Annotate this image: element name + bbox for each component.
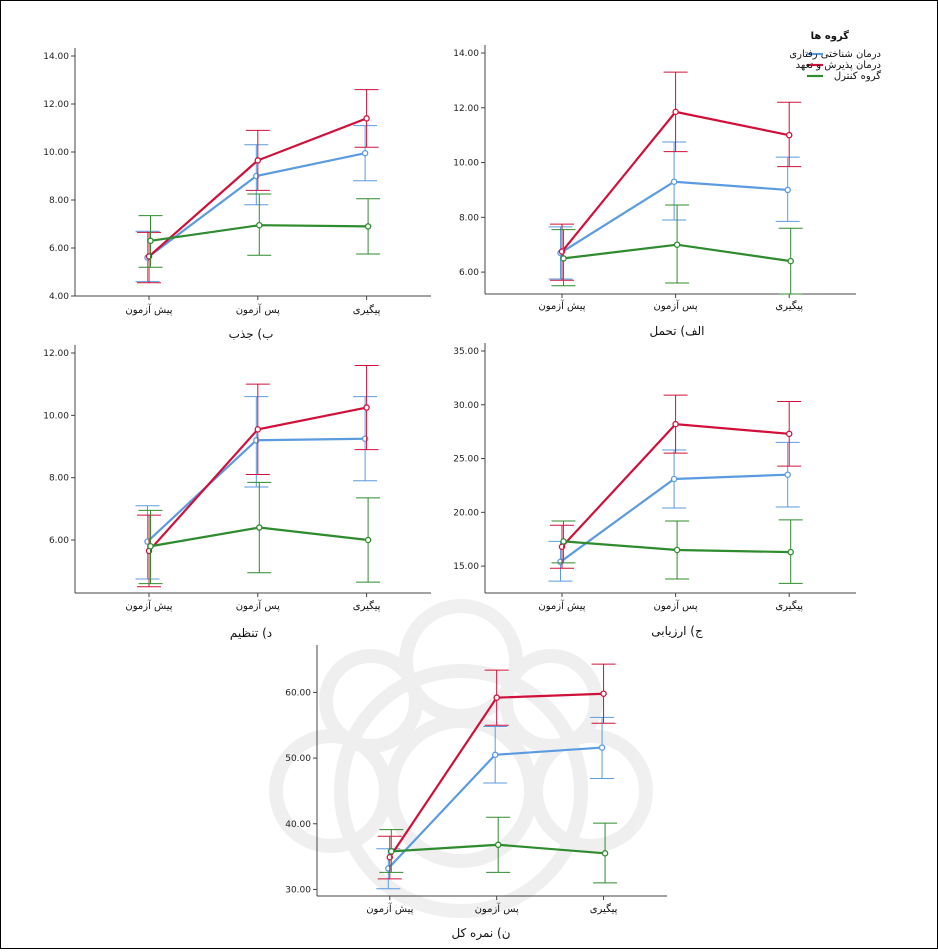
data-point [494, 695, 499, 700]
data-point [673, 109, 678, 114]
x-tick-label: پیگیری [353, 304, 381, 316]
chart-title: ج) ارزیابی [651, 624, 703, 639]
series-2 [137, 365, 379, 586]
data-point [672, 476, 677, 481]
chart-title: الف) تحمل [649, 324, 704, 338]
y-tick-label: 6.00 [459, 268, 479, 278]
data-point [561, 256, 566, 261]
watermark-emblem [276, 606, 646, 911]
y-tick-label: 8.00 [49, 196, 69, 206]
y-tick-label: 12.00 [453, 104, 479, 114]
y-tick-label: 6.00 [49, 244, 69, 254]
y-tick-label: 35.00 [453, 347, 479, 357]
data-point [602, 851, 607, 856]
chart-panel-4: 15.00 20.00 25.00 30.00 35.00 پیش آزمون پس آزم… [453, 343, 856, 639]
data-point [493, 752, 498, 757]
y-tick-label: 15.00 [453, 562, 479, 572]
series-1 [549, 142, 800, 279]
data-point [675, 547, 680, 552]
data-point [785, 472, 790, 477]
y-tick-label: 40.00 [285, 820, 311, 830]
y-tick-label: 25.00 [453, 455, 479, 465]
series-1 [136, 397, 378, 579]
chart-title: ن) نمره کل [451, 926, 510, 941]
y-tick-label: 6.00 [49, 536, 69, 546]
y-tick-label: 10.00 [453, 159, 479, 169]
series-1 [136, 126, 378, 282]
y-tick-label: 30.00 [285, 885, 311, 895]
data-point [148, 238, 153, 243]
data-point [389, 849, 394, 854]
data-point [788, 259, 793, 264]
data-point [148, 544, 153, 549]
y-tick-label: 12.00 [43, 349, 69, 359]
y-tick-label: 12.00 [43, 100, 69, 110]
chart-panel-1: 4.00 6.00 8.00 10.00 12.00 14.00 پیش آزمون پس آ… [43, 48, 431, 341]
data-point [561, 539, 566, 544]
y-tick-label: 4.00 [49, 292, 69, 302]
legend-label: درمان پذیرش و تعهد [796, 60, 881, 71]
y-tick-label: 10.00 [43, 148, 69, 158]
data-point [366, 224, 371, 229]
chart-title: د) تنظیم [230, 626, 272, 640]
x-tick-label: پس آزمون [654, 599, 698, 612]
y-tick-label: 8.00 [459, 213, 479, 223]
x-tick-label: پیش آزمون [538, 299, 585, 312]
data-point [672, 179, 677, 184]
x-tick-label: پیگیری [353, 600, 381, 612]
x-tick-label: پیش آزمون [538, 599, 585, 612]
data-point [787, 133, 792, 138]
x-tick-label: پیش آزمون [366, 902, 413, 915]
x-tick-label: پیش آزمون [125, 599, 172, 612]
data-point [787, 431, 792, 436]
series-1 [549, 442, 800, 581]
data-point [788, 550, 793, 555]
data-point [496, 842, 501, 847]
chart-title: ب) جذب [229, 327, 274, 341]
y-tick-label: 50.00 [285, 754, 311, 764]
y-tick-label: 8.00 [49, 474, 69, 484]
data-point [673, 422, 678, 427]
x-tick-label: پیش آزمون [125, 303, 172, 316]
x-tick-label: پس آزمون [236, 303, 280, 316]
y-tick-label: 60.00 [285, 688, 311, 698]
chart-panel-3: 6.00 8.00 10.00 12.00 پیش آزمون پس آزمون پیگیر… [43, 345, 431, 640]
y-tick-label: 20.00 [453, 508, 479, 518]
series-2 [137, 90, 379, 283]
x-tick-label: پیگیری [775, 600, 803, 612]
y-tick-label: 14.00 [453, 49, 479, 59]
data-point [364, 116, 369, 121]
x-tick-label: پس آزمون [236, 599, 280, 612]
y-tick-label: 14.00 [43, 52, 69, 62]
data-point [257, 525, 262, 530]
data-point [255, 427, 260, 432]
x-tick-label: پیگیری [590, 903, 618, 915]
data-point [601, 691, 606, 696]
legend-label: گروه کنترل [834, 70, 881, 82]
x-tick-label: پیگیری [775, 300, 803, 312]
data-point [366, 537, 371, 542]
y-tick-label: 10.00 [43, 411, 69, 421]
series-2 [550, 72, 801, 280]
x-tick-label: پس آزمون [475, 902, 519, 915]
data-point [255, 158, 260, 163]
data-point [785, 187, 790, 192]
legend-label: درمان شناختی رفتاری [789, 49, 881, 60]
data-point [363, 151, 368, 156]
legend-title: گروه ها [811, 29, 850, 42]
series-3 [552, 520, 803, 583]
data-point [257, 223, 262, 228]
series-3 [139, 194, 381, 267]
series-3 [139, 482, 381, 583]
data-point [675, 242, 680, 247]
data-point [364, 405, 369, 410]
chart-panel-2: 6.00 8.00 10.00 12.00 14.00 پیش آزمون پس آزمون… [453, 45, 856, 338]
data-point [599, 745, 604, 750]
y-tick-label: 30.00 [453, 401, 479, 411]
x-tick-label: پس آزمون [654, 299, 698, 312]
